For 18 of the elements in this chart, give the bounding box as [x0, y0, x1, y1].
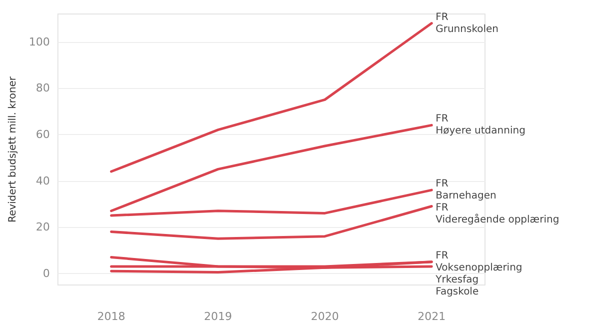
x-tick-label: 2020 [310, 310, 339, 323]
text: Fagskole [436, 286, 479, 298]
series-label: FR Høyere utdanning [436, 114, 526, 137]
series-label: FR Voksenopplæring [436, 250, 522, 274]
y-axis-title: Revidert budsjett mill. kroner [8, 76, 18, 223]
y-tick-label: 100 [28, 35, 50, 48]
y-tick-label: 60 [36, 128, 50, 141]
x-tick-label: 2018 [97, 310, 126, 323]
series-label: FR Barnehagen [436, 178, 496, 202]
x-tick-label: 2021 [418, 310, 446, 323]
y-tick-label: 40 [36, 174, 50, 188]
y-tick-label: 0 [42, 266, 50, 280]
x-tick-label: 2019 [204, 310, 232, 323]
y-tick-label: 80 [36, 82, 50, 95]
series-label: FR Grunnskolen [436, 12, 499, 35]
series-label: FR Videregående opplæring [436, 202, 560, 226]
y-tick-label: 20 [36, 220, 50, 234]
series-label: Yrkesfag [434, 274, 479, 286]
